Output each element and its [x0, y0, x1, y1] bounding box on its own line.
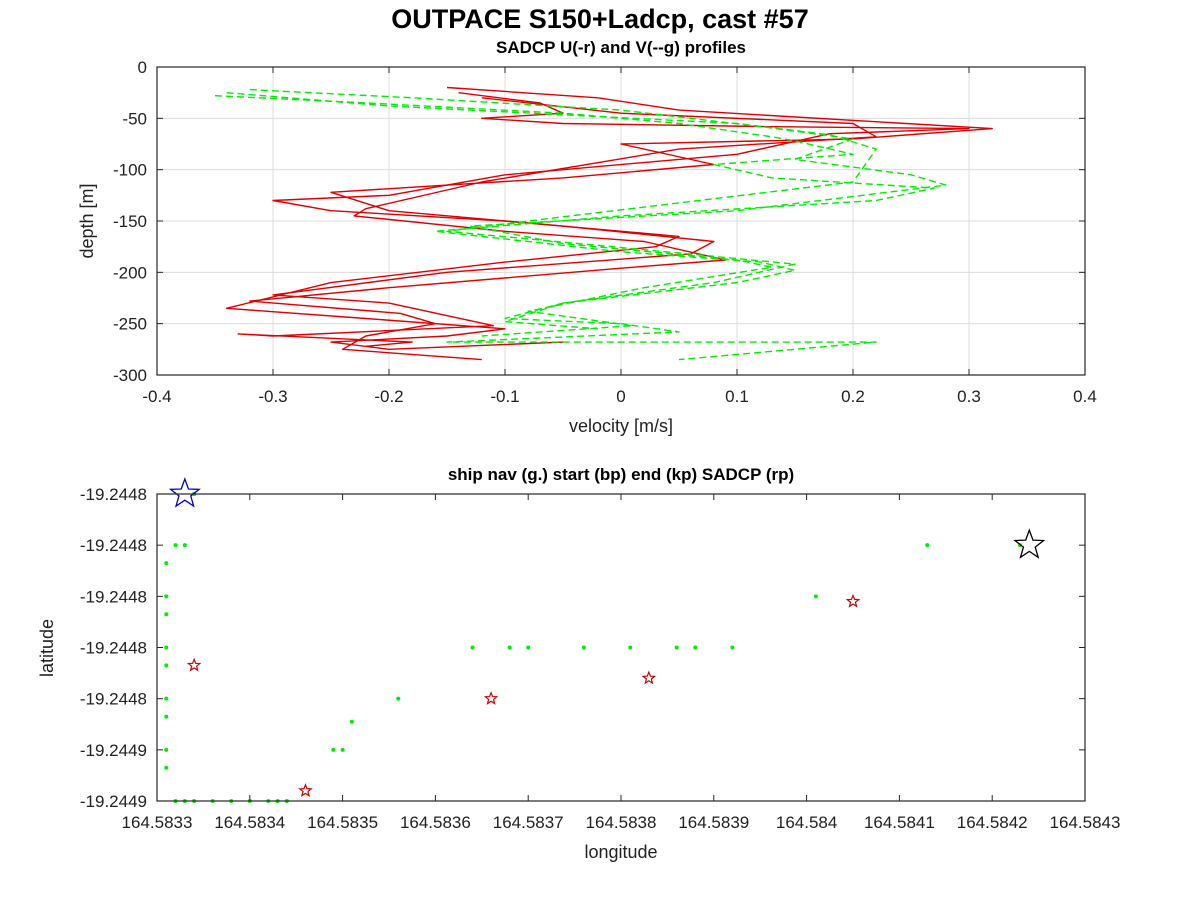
velocity-y-tick-label: 0	[138, 58, 147, 77]
nav-point	[925, 543, 930, 548]
nav-x-tick-label: 164.5837	[493, 813, 564, 832]
nav-point	[674, 645, 679, 650]
nav-y-tick-label: -19.2448	[80, 485, 147, 504]
velocity-plot-title: SADCP U(-r) and V(--g) profiles	[496, 38, 746, 57]
start-point	[168, 477, 201, 508]
velocity-y-tick-label: -50	[122, 109, 147, 128]
nav-point	[813, 594, 818, 599]
velocity-x-tick-label: 0.3	[957, 387, 981, 406]
nav-x-tick-label: 164.5834	[214, 813, 285, 832]
velocity-series-line-3	[214, 95, 935, 361]
sadcp-point	[483, 691, 499, 705]
nav-y-tick-label: -19.2448	[80, 587, 147, 606]
sadcp-point	[186, 657, 202, 672]
nav-x-tick-label: 164.584	[776, 813, 837, 832]
velocity-x-tick-label: -0.3	[258, 387, 287, 406]
nav-point	[164, 765, 169, 770]
velocity-x-tick-label: -0.4	[142, 387, 171, 406]
nav-x-tick-label: 164.5833	[122, 813, 193, 832]
nav-point	[470, 645, 475, 650]
velocity-series-line-4	[249, 88, 947, 337]
velocity-series-line-5	[226, 92, 877, 330]
ship-nav-plot: ship nav (g.) start (bp) end (kp) SADCP …	[37, 465, 1120, 862]
nav-point	[164, 747, 169, 752]
velocity-y-tick-label: -200	[113, 263, 147, 282]
nav-y-tick-label: -19.2449	[80, 741, 147, 760]
nav-point	[628, 645, 633, 650]
nav-point	[173, 543, 178, 548]
velocity-series-line-2	[249, 97, 877, 361]
nav-x-tick-label: 164.5843	[1050, 813, 1121, 832]
velocity-x-tick-label: 0.2	[841, 387, 865, 406]
velocity-profile-plot: SADCP U(-r) and V(--g) profiles velocity…	[77, 38, 1097, 436]
velocity-y-tick-label: -300	[113, 366, 147, 385]
nav-point	[164, 696, 169, 701]
nav-point	[182, 543, 187, 548]
velocity-y-tick-label: -100	[113, 161, 147, 180]
velocity-x-tick-label: 0.1	[725, 387, 749, 406]
nav-y-tick-label: -19.2448	[80, 690, 147, 709]
velocity-x-tick-label: 0	[616, 387, 625, 406]
sadcp-point	[641, 670, 657, 685]
nav-x-tick-label: 164.5841	[864, 813, 935, 832]
nav-plot-title: ship nav (g.) start (bp) end (kp) SADCP …	[448, 465, 794, 484]
nav-point	[164, 612, 169, 617]
nav-point	[164, 561, 169, 566]
nav-x-tick-label: 164.5839	[678, 813, 749, 832]
nav-point	[164, 594, 169, 599]
velocity-x-tick-label: -0.1	[490, 387, 519, 406]
velocity-x-tick-label: -0.2	[374, 387, 403, 406]
sadcp-point	[298, 783, 313, 797]
nav-point	[164, 645, 169, 650]
nav-x-tick-label: 164.5838	[586, 813, 657, 832]
velocity-y-tick-label: -150	[113, 212, 147, 231]
sadcp-point	[845, 593, 861, 608]
nav-plot-area	[157, 494, 1085, 801]
nav-y-tick-label: -19.2449	[80, 792, 147, 811]
nav-point	[164, 714, 169, 719]
nav-point	[331, 747, 336, 752]
nav-y-axis-label: latitude	[37, 619, 57, 677]
velocity-series-line-0	[225, 92, 970, 350]
nav-point	[340, 747, 345, 752]
nav-point	[581, 645, 586, 650]
nav-point	[526, 645, 531, 650]
nav-x-tick-label: 164.5836	[400, 813, 471, 832]
nav-y-tick-label: -19.2448	[80, 536, 147, 555]
nav-point	[507, 645, 512, 650]
nav-point	[396, 696, 401, 701]
nav-x-tick-label: 164.5842	[957, 813, 1028, 832]
nav-x-axis-label: longitude	[584, 842, 657, 862]
nav-point	[164, 663, 169, 668]
nav-x-tick-label: 164.5835	[307, 813, 378, 832]
nav-point	[693, 645, 698, 650]
figure-title: OUTPACE S150+Ladcp, cast #57	[391, 4, 808, 34]
end-point	[1013, 528, 1046, 559]
velocity-x-axis-label: velocity [m/s]	[569, 416, 673, 436]
velocity-y-axis-label: depth [m]	[77, 183, 97, 258]
nav-point	[349, 719, 354, 724]
velocity-y-tick-label: -250	[113, 315, 147, 334]
velocity-x-tick-label: 0.4	[1073, 387, 1097, 406]
velocity-series-line-1	[237, 86, 993, 347]
nav-y-tick-label: -19.2448	[80, 639, 147, 658]
nav-point	[730, 645, 735, 650]
